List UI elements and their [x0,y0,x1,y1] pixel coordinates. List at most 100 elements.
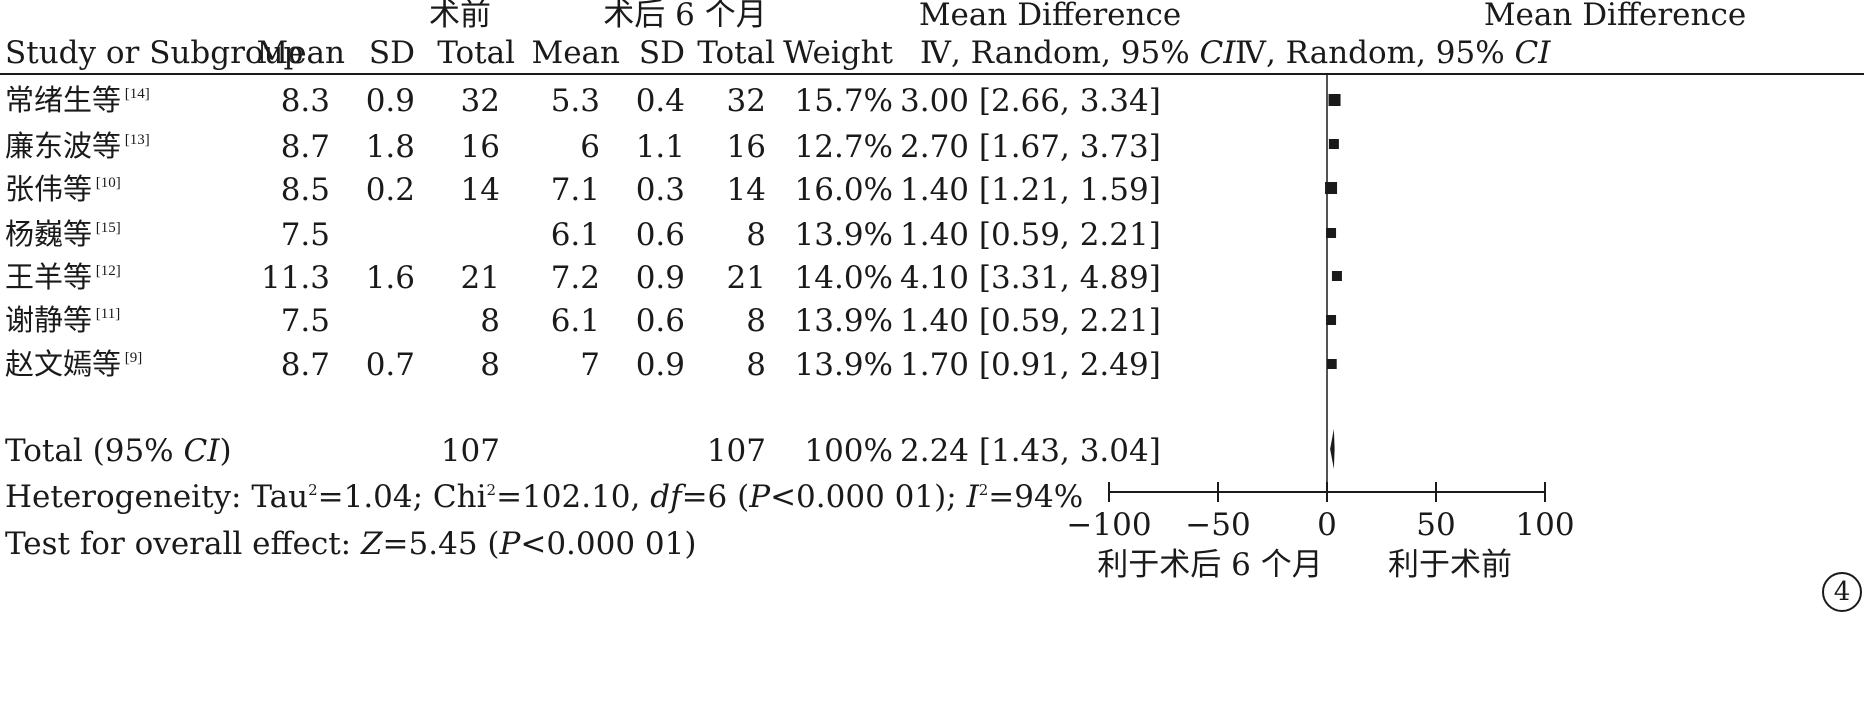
study-name: 谢静等 [11] [5,303,121,337]
cell-total1: 8 [480,303,500,339]
tick-label: −50 [1185,507,1251,543]
cell-sd2: 1.1 [635,129,685,165]
effect-square [1326,359,1337,369]
favours-right-label: 利于术前 [1388,547,1512,583]
total2-header: Total [697,35,775,71]
cell-total2: 14 [726,172,766,208]
overall-effect-text: Test for overall effect: Z=5.45 (P<0.000… [5,526,697,562]
plot-subheader: Ⅳ, Random, 95% CI [1235,35,1551,71]
cell-total1: 32 [460,83,500,119]
study-reference: [10] [92,175,121,191]
tick-label: 100 [1515,507,1575,543]
study-reference: [12] [92,263,121,279]
cell-total1: 16 [460,129,500,165]
cell-mean2: 6.1 [550,217,600,253]
study-name: 王羊等 [12] [5,260,121,294]
cell-mean1: 7.5 [280,303,330,339]
cell-mean1: 8.7 [280,129,330,165]
cell-sd2: 0.9 [635,347,685,383]
cell-mean1: 11.3 [260,260,330,296]
total2-value: 107 [706,433,766,469]
cell-weight: 13.9% [794,217,893,253]
cell-mean2: 7.2 [550,260,600,296]
cell-sd2: 0.4 [635,83,685,119]
total1-value: 107 [440,433,500,469]
study-name: 张伟等 [10] [5,172,121,206]
cell-mean2: 6.1 [550,303,600,339]
cell-weight: 16.0% [794,172,893,208]
cell-mean1: 7.5 [280,217,330,253]
pooled-diamond [1330,429,1335,469]
tick-label: 50 [1416,507,1456,543]
cell-mean1: 8.5 [280,172,330,208]
study-name: 常绪生等 [14] [5,83,150,117]
cell-sd2: 0.3 [635,172,685,208]
panel-label: 4 [1822,572,1862,612]
cell-total1: 21 [460,260,500,296]
cell-sd1: 1.8 [365,129,415,165]
study-header: Study or Subgroup [5,35,304,71]
cell-total2: 8 [746,347,766,383]
cell-sd1: 0.2 [365,172,415,208]
cell-weight: 13.9% [794,303,893,339]
cell-mean1: 8.7 [280,347,330,383]
study-reference: [14] [121,86,150,102]
cell-total2: 21 [726,260,766,296]
group2-header: 术后 6 个月 [603,0,767,33]
cell-md-text: 1.40 [0.59, 2.21] [900,217,1161,253]
total1-header: Total [437,35,515,71]
cell-weight: 15.7% [794,83,893,119]
effect-square [1326,315,1337,325]
md-subheader: Ⅳ, Random, 95% CI [920,35,1236,71]
study-reference: [13] [121,132,150,148]
plot-column-header: Mean Difference [1483,0,1747,33]
tick-label: 0 [1317,507,1337,543]
effect-square [1326,228,1337,238]
effect-square [1328,139,1339,149]
cell-md-text: 1.40 [1.21, 1.59] [900,172,1161,208]
cell-mean2: 7 [580,347,600,383]
weight-header: Weight [783,35,893,71]
cell-sd2: 0.9 [635,260,685,296]
tick-label: −100 [1066,507,1152,543]
cell-md-text: 2.70 [1.67, 3.73] [900,129,1161,165]
cell-mean2: 5.3 [550,83,600,119]
study-name: 廉东波等 [13] [5,129,150,163]
sd2-header: SD [638,35,685,71]
cell-weight: 14.0% [794,260,893,296]
total-weight: 100% [804,433,893,469]
study-reference: [15] [92,220,121,236]
mean2-header: Mean [531,35,620,71]
total-label: Total (95% CI) [5,433,232,469]
cell-sd2: 0.6 [635,303,685,339]
favours-left-label: 利于术后 6 个月 [1097,547,1323,583]
sd1-header: SD [368,35,415,71]
effect-square [1325,182,1338,194]
cell-sd1: 0.7 [365,347,415,383]
header-rule [0,73,1864,75]
study-reference: [11] [92,306,121,322]
cell-mean1: 8.3 [280,83,330,119]
cell-total1: 14 [460,172,500,208]
cell-sd1: 1.6 [365,260,415,296]
cell-md-text: 1.70 [0.91, 2.49] [900,347,1161,383]
cell-weight: 13.9% [794,347,893,383]
total-md-text: 2.24 [1.43, 3.04] [900,433,1161,469]
cell-md-text: 1.40 [0.59, 2.21] [900,303,1161,339]
cell-mean2: 7.1 [550,172,600,208]
cell-weight: 12.7% [794,129,893,165]
cell-total2: 8 [746,217,766,253]
cell-md-text: 4.10 [3.31, 4.89] [900,260,1161,296]
cell-total2: 32 [726,83,766,119]
cell-total2: 8 [746,303,766,339]
md-column-header: Mean Difference [918,0,1182,33]
cell-md-text: 3.00 [2.66, 3.34] [900,83,1161,119]
cell-sd2: 0.6 [635,217,685,253]
group1-header: 术前 [429,0,491,33]
heterogeneity-text: Heterogeneity: Tau2=1.04; Chi2=102.10, d… [5,479,1084,515]
cell-total2: 16 [726,129,766,165]
cell-sd1: 0.9 [365,83,415,119]
mean1-header: Mean [256,35,345,71]
effect-square [1328,94,1341,106]
